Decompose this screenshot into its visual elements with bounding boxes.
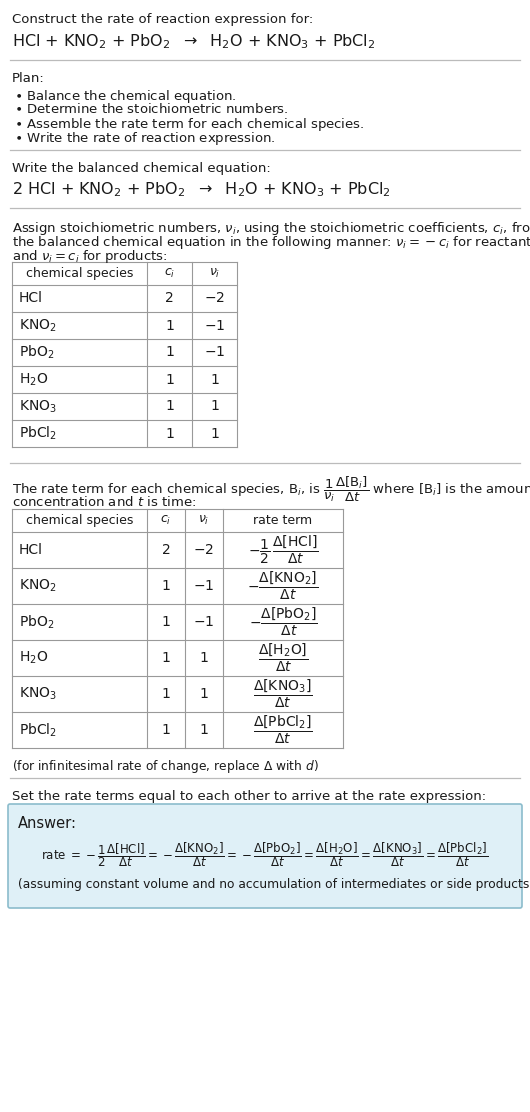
Text: KNO$_3$: KNO$_3$ — [19, 686, 57, 702]
Text: (for infinitesimal rate of change, replace $\Delta$ with $d$): (for infinitesimal rate of change, repla… — [12, 758, 319, 775]
Text: $\bullet$ Assemble the rate term for each chemical species.: $\bullet$ Assemble the rate term for eac… — [14, 116, 365, 133]
Text: 1: 1 — [165, 373, 174, 387]
Text: Write the balanced chemical equation:: Write the balanced chemical equation: — [12, 162, 271, 175]
Text: 1: 1 — [165, 399, 174, 414]
Text: KNO$_2$: KNO$_2$ — [19, 317, 57, 334]
Text: the balanced chemical equation in the following manner: $\nu_i = -c_i$ for react: the balanced chemical equation in the fo… — [12, 234, 530, 251]
Text: $-1$: $-1$ — [204, 318, 225, 332]
Text: $-1$: $-1$ — [204, 346, 225, 359]
Text: H$_2$O: H$_2$O — [19, 371, 48, 388]
Text: $\bullet$ Determine the stoichiometric numbers.: $\bullet$ Determine the stoichiometric n… — [14, 102, 288, 116]
Text: $\dfrac{\Delta[\mathrm{PbCl_2}]}{\Delta t}$: $\dfrac{\Delta[\mathrm{PbCl_2}]}{\Delta … — [253, 714, 313, 746]
Text: $\bullet$ Write the rate of reaction expression.: $\bullet$ Write the rate of reaction exp… — [14, 130, 276, 147]
Text: 1: 1 — [165, 318, 174, 332]
Text: PbCl$_2$: PbCl$_2$ — [19, 722, 57, 738]
Text: HCl: HCl — [19, 291, 43, 306]
Text: Set the rate terms equal to each other to arrive at the rate expression:: Set the rate terms equal to each other t… — [12, 790, 486, 803]
Text: $\dfrac{\Delta[\mathrm{H_2O}]}{\Delta t}$: $\dfrac{\Delta[\mathrm{H_2O}]}{\Delta t}… — [258, 642, 308, 674]
Text: $\bullet$ Balance the chemical equation.: $\bullet$ Balance the chemical equation. — [14, 88, 236, 105]
Text: $c_i$: $c_i$ — [164, 267, 175, 280]
Text: 1: 1 — [200, 651, 208, 665]
Text: Construct the rate of reaction expression for:: Construct the rate of reaction expressio… — [12, 13, 313, 26]
Text: Answer:: Answer: — [18, 816, 77, 831]
Text: $c_i$: $c_i$ — [161, 514, 172, 527]
Text: rate term: rate term — [253, 514, 313, 527]
Text: rate $= -\dfrac{1}{2}\dfrac{\Delta[\mathrm{HCl}]}{\Delta t} = -\dfrac{\Delta[\ma: rate $= -\dfrac{1}{2}\dfrac{\Delta[\math… — [41, 840, 489, 868]
Text: $-2$: $-2$ — [193, 543, 215, 557]
Text: chemical species: chemical species — [26, 267, 133, 280]
Text: KNO$_2$: KNO$_2$ — [19, 578, 57, 594]
Text: concentration and $t$ is time:: concentration and $t$ is time: — [12, 495, 196, 509]
Text: HCl: HCl — [19, 543, 43, 557]
Text: $-1$: $-1$ — [193, 615, 215, 629]
Text: 1: 1 — [162, 579, 171, 593]
Text: H$_2$O: H$_2$O — [19, 649, 48, 666]
Text: 1: 1 — [165, 427, 174, 440]
Text: Assign stoichiometric numbers, $\nu_i$, using the stoichiometric coefficients, $: Assign stoichiometric numbers, $\nu_i$, … — [12, 220, 530, 237]
Text: 2: 2 — [165, 291, 174, 306]
Text: and $\nu_i = c_i$ for products:: and $\nu_i = c_i$ for products: — [12, 248, 167, 265]
Text: 1: 1 — [210, 373, 219, 387]
Text: HCl + KNO$_2$ + PbO$_2$  $\rightarrow$  H$_2$O + KNO$_3$ + PbCl$_2$: HCl + KNO$_2$ + PbO$_2$ $\rightarrow$ H$… — [12, 32, 376, 51]
Text: 1: 1 — [165, 346, 174, 359]
Text: PbCl$_2$: PbCl$_2$ — [19, 425, 57, 443]
Text: 1: 1 — [200, 723, 208, 737]
Text: chemical species: chemical species — [26, 514, 133, 527]
Text: $-\dfrac{1}{2}\,\dfrac{\Delta[\mathrm{HCl}]}{\Delta t}$: $-\dfrac{1}{2}\,\dfrac{\Delta[\mathrm{HC… — [248, 534, 319, 566]
Text: 1: 1 — [200, 687, 208, 701]
Text: 1: 1 — [162, 615, 171, 629]
Text: 1: 1 — [162, 687, 171, 701]
Text: 1: 1 — [210, 427, 219, 440]
Text: $-\dfrac{\Delta[\mathrm{PbO_2}]}{\Delta t}$: $-\dfrac{\Delta[\mathrm{PbO_2}]}{\Delta … — [249, 606, 317, 638]
Text: 1: 1 — [210, 399, 219, 414]
FancyBboxPatch shape — [8, 804, 522, 909]
Text: $\nu_i$: $\nu_i$ — [209, 267, 220, 280]
Text: 2: 2 — [162, 543, 170, 557]
Text: Plan:: Plan: — [12, 72, 45, 85]
Text: 2 HCl + KNO$_2$ + PbO$_2$  $\rightarrow$  H$_2$O + KNO$_3$ + PbCl$_2$: 2 HCl + KNO$_2$ + PbO$_2$ $\rightarrow$ … — [12, 180, 391, 199]
Text: PbO$_2$: PbO$_2$ — [19, 614, 55, 631]
Text: 1: 1 — [162, 651, 171, 665]
Text: PbO$_2$: PbO$_2$ — [19, 344, 55, 361]
Text: $\nu_i$: $\nu_i$ — [198, 514, 210, 527]
Text: KNO$_3$: KNO$_3$ — [19, 398, 57, 415]
Text: $\dfrac{\Delta[\mathrm{KNO_3}]}{\Delta t}$: $\dfrac{\Delta[\mathrm{KNO_3}]}{\Delta t… — [253, 678, 313, 711]
Text: $-\dfrac{\Delta[\mathrm{KNO_2}]}{\Delta t}$: $-\dfrac{\Delta[\mathrm{KNO_2}]}{\Delta … — [248, 569, 319, 603]
Text: The rate term for each chemical species, B$_i$, is $\dfrac{1}{\nu_i}\dfrac{\Delt: The rate term for each chemical species,… — [12, 475, 530, 505]
Text: (assuming constant volume and no accumulation of intermediates or side products): (assuming constant volume and no accumul… — [18, 878, 530, 891]
Text: $-2$: $-2$ — [204, 291, 225, 306]
Text: $-1$: $-1$ — [193, 579, 215, 593]
Text: 1: 1 — [162, 723, 171, 737]
